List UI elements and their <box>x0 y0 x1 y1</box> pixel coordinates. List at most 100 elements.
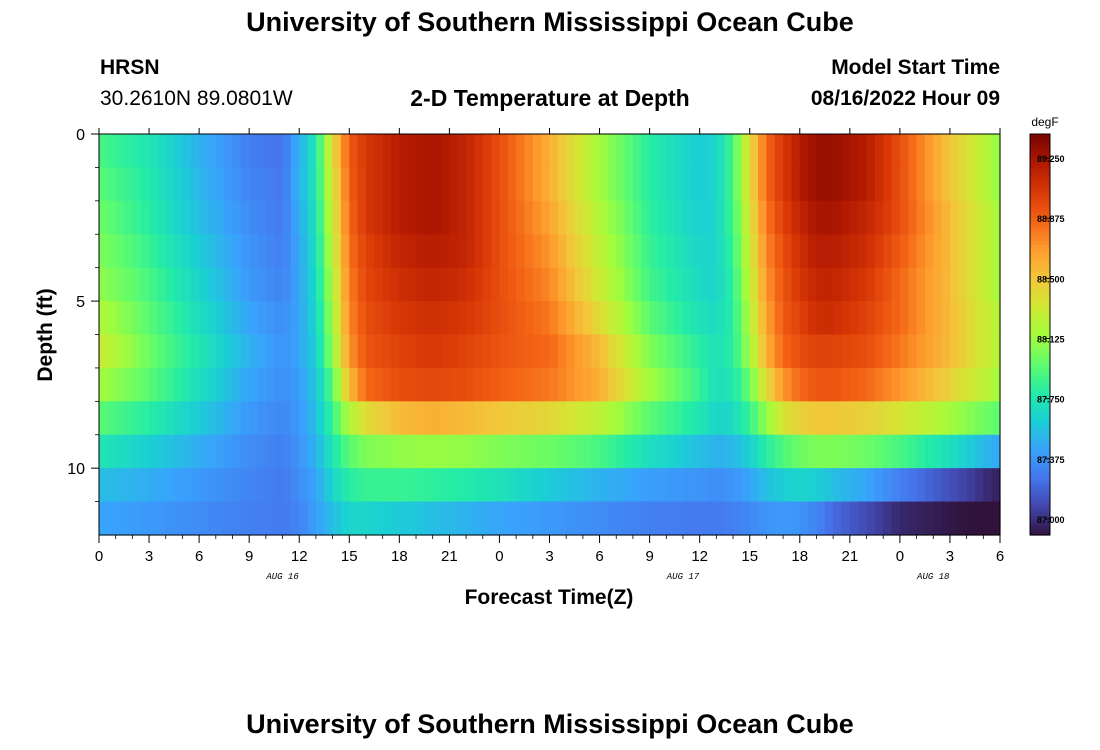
heatmap-cell <box>691 301 701 336</box>
heatmap-cell <box>874 334 884 369</box>
heatmap-cell <box>841 234 851 269</box>
heatmap-cell <box>407 468 417 503</box>
heatmap-cell <box>891 134 901 169</box>
heatmap-cell <box>424 401 434 436</box>
colorbar-segment <box>1030 491 1050 496</box>
heatmap-cell <box>132 167 142 202</box>
colorbar-segment <box>1030 481 1050 486</box>
heatmap-cell <box>491 367 501 402</box>
heatmap-cell <box>416 468 425 503</box>
heatmap-cell <box>916 501 926 536</box>
heatmap-cell <box>958 167 968 202</box>
heatmap-cell <box>849 234 859 269</box>
heatmap-cell <box>307 134 317 169</box>
heatmap-cell <box>215 301 225 336</box>
heatmap-cell <box>591 401 601 436</box>
heatmap-cell <box>666 468 676 503</box>
heatmap-cell <box>666 167 676 202</box>
heatmap-cell <box>140 267 150 302</box>
heatmap-cell <box>324 267 334 302</box>
heatmap-cell <box>716 434 726 469</box>
heatmap-cell <box>733 367 742 402</box>
heatmap-cell <box>574 468 584 503</box>
heatmap-cell <box>641 134 651 169</box>
heatmap-cell <box>674 301 684 336</box>
heatmap-cell <box>983 468 993 503</box>
heatmap-cell <box>374 501 384 536</box>
heatmap-cell <box>149 301 158 336</box>
heatmap-cell <box>290 267 300 302</box>
heatmap-cell <box>432 167 442 202</box>
heatmap-cell <box>491 334 501 369</box>
heatmap-cell <box>466 200 476 235</box>
colorbar-segment <box>1030 177 1050 182</box>
colorbar-tick-label: 89.250 <box>1037 154 1065 164</box>
x-axis: 0 3 6 9 12 15 18 21 0 3 6 9 12 15 18 21 0 3 6 AUG 16 AUG 17 A… <box>95 128 1004 582</box>
colorbar-tick-label: 87.750 <box>1037 395 1065 405</box>
heatmap-cell <box>657 267 667 302</box>
heatmap-cell <box>749 334 759 369</box>
heatmap-cell <box>783 301 793 336</box>
heatmap-cell <box>666 434 676 469</box>
heatmap-cell <box>207 167 217 202</box>
heatmap-cell <box>374 434 384 469</box>
heatmap-cell <box>541 267 551 302</box>
heatmap-cell <box>524 501 534 536</box>
heatmap-cell <box>174 200 184 235</box>
heatmap-cell <box>699 468 709 503</box>
heatmap-cell <box>432 200 442 235</box>
heatmap-cell <box>966 301 976 336</box>
heatmap-cell <box>449 334 459 369</box>
heatmap-cell <box>749 367 759 402</box>
heatmap-cell <box>741 301 751 336</box>
heatmap-cell <box>149 334 158 369</box>
heatmap-cell <box>507 267 517 302</box>
heatmap-cell <box>99 401 108 436</box>
heatmap-cell <box>491 301 501 336</box>
heatmap-cell <box>616 234 626 269</box>
heatmap-cell <box>332 134 342 169</box>
heatmap-cell <box>883 167 893 202</box>
heatmap-cell <box>332 200 342 235</box>
y-tick-label: 5 <box>76 294 85 311</box>
heatmap-cell <box>799 468 809 503</box>
heatmap-cell <box>607 267 617 302</box>
heatmap-cell <box>107 468 117 503</box>
heatmap-cell <box>340 401 350 436</box>
heatmap-cell <box>374 200 384 235</box>
colorbar-tick-label: 88.500 <box>1037 274 1065 284</box>
colorbar-segment <box>1030 307 1050 312</box>
heatmap-cell <box>783 501 793 536</box>
heatmap-cell <box>207 401 217 436</box>
heatmap-cell <box>174 267 184 302</box>
heatmap-cell <box>399 267 409 302</box>
heatmap-cell <box>174 134 184 169</box>
heatmap-cell <box>941 167 951 202</box>
colorbar-segment <box>1030 281 1050 285</box>
heatmap-cell <box>174 434 184 469</box>
heatmap-cell <box>215 434 225 469</box>
heatmap-cell <box>916 200 926 235</box>
heatmap-cell <box>466 434 476 469</box>
heatmap-cell <box>741 134 751 169</box>
heatmap-cell <box>532 401 542 436</box>
heatmap-cell <box>908 401 918 436</box>
heatmap-cell <box>407 401 417 436</box>
heatmap-cell <box>991 367 1001 402</box>
heatmap-cell <box>899 200 909 235</box>
heatmap-cell <box>766 234 776 269</box>
heatmap-cell <box>115 401 125 436</box>
colorbar-segment <box>1030 291 1050 295</box>
heatmap-cell <box>708 200 717 235</box>
heatmap-cell <box>858 434 868 469</box>
heatmap-cell <box>507 301 517 336</box>
heatmap-cell <box>340 301 350 336</box>
heatmap-cell <box>799 134 809 169</box>
heatmap-cell <box>691 134 701 169</box>
heatmap-cell <box>591 334 601 369</box>
heatmap-cell <box>299 267 309 302</box>
heatmap-cell <box>566 401 576 436</box>
heatmap-cell <box>574 401 584 436</box>
heatmap-cell <box>816 501 826 536</box>
x-date-label: AUG 17 <box>666 572 700 582</box>
